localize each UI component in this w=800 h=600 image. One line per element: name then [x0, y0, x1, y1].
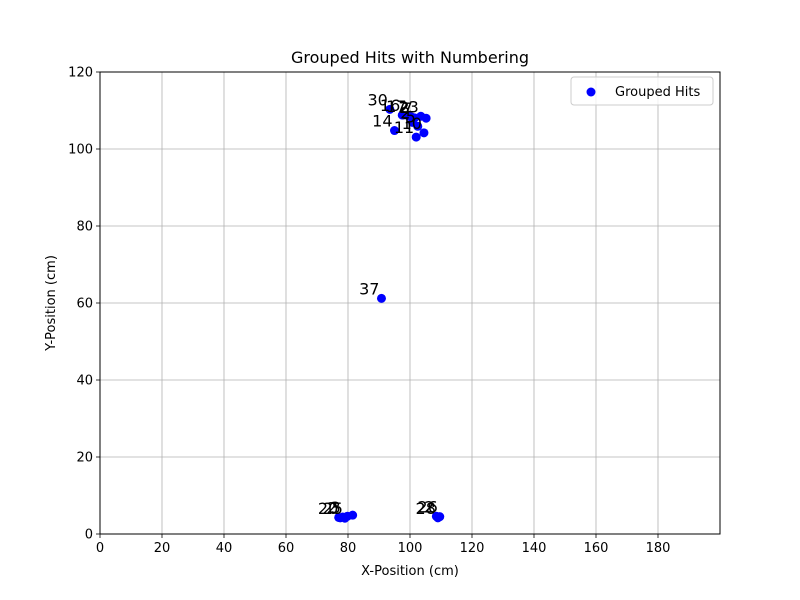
data-point	[348, 510, 358, 520]
data-point	[411, 132, 421, 142]
y-tick-label: 100	[68, 143, 93, 158]
data-point-label: 5	[406, 107, 416, 126]
y-tick-label: 80	[76, 220, 93, 235]
data-point-label: 2	[424, 497, 434, 516]
data-point-label: 26	[417, 498, 437, 517]
x-tick-label: 20	[154, 541, 171, 556]
data-point-label: 23	[398, 97, 418, 116]
x-tick-label: 0	[96, 541, 104, 556]
data-point-label: 14	[372, 112, 392, 131]
y-tick-label: 40	[76, 374, 93, 389]
data-point	[390, 126, 399, 136]
x-axis-label: X-Position (cm)	[361, 564, 459, 579]
data-point	[435, 512, 445, 522]
y-tick-label: 120	[68, 66, 93, 81]
y-tick-label: 20	[76, 451, 93, 466]
legend-label: Grouped Hits	[615, 85, 700, 100]
legend-marker	[586, 87, 596, 97]
data-point-label: 10	[402, 114, 422, 133]
axis-ticks: 0 20 40 60 80 100 120 140 160 180 0 20 40 60 80 100 120	[68, 66, 670, 557]
y-tick-label: 60	[76, 297, 93, 312]
chart-title: Grouped Hits with Numbering	[291, 48, 529, 67]
data-point-label: 28	[416, 499, 436, 518]
data-point-label: 37	[359, 279, 379, 298]
data-point-label: 25	[323, 499, 343, 518]
x-tick-label: 100	[398, 541, 423, 556]
data-point-label: 2	[399, 98, 409, 117]
legend: Grouped Hits	[570, 76, 714, 106]
data-point-label: 20	[318, 499, 338, 518]
y-tick-label: 0	[85, 528, 93, 543]
data-point	[376, 293, 386, 303]
x-tick-label: 60	[278, 541, 295, 556]
data-point-label: 17	[386, 97, 406, 116]
x-tick-label: 140	[522, 541, 547, 556]
data-point-label: 7	[402, 99, 412, 118]
data-point-label: 2	[327, 498, 337, 517]
data-point-label: 11	[394, 118, 414, 137]
x-tick-label: 120	[460, 541, 485, 556]
x-tick-label: 180	[646, 541, 671, 556]
data-point-label: 30	[367, 90, 387, 109]
data-point-label: 16	[380, 96, 400, 115]
y-axis-label: Y-Position (cm)	[44, 255, 59, 352]
data-point	[385, 104, 395, 114]
data-point-label: 3	[331, 498, 341, 517]
data-points	[334, 104, 445, 523]
data-point	[421, 113, 431, 123]
legend-box	[570, 76, 714, 106]
x-tick-label: 80	[340, 541, 357, 556]
data-point-label: 2	[400, 103, 410, 122]
data-point	[419, 128, 429, 138]
data-point	[413, 121, 423, 131]
x-tick-label: 160	[584, 541, 609, 556]
x-tick-label: 40	[216, 541, 233, 556]
